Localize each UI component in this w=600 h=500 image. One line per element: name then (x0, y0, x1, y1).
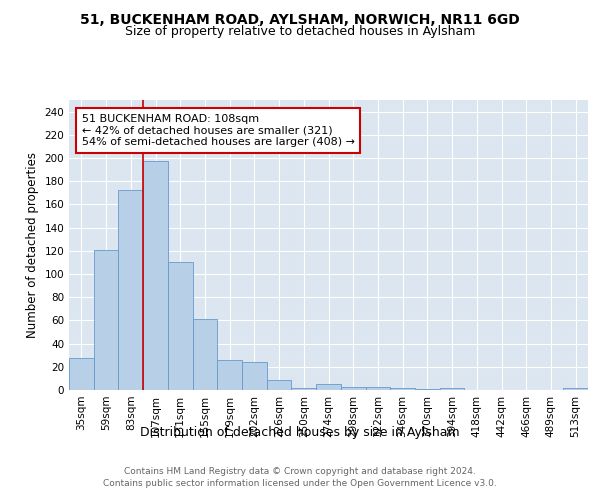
Bar (143, 162, 168, 390)
Bar (267, 380, 292, 390)
Bar (217, 360, 242, 390)
Bar (341, 386, 365, 390)
Bar (440, 388, 464, 390)
Bar (365, 386, 390, 390)
Text: Size of property relative to detached houses in Aylsham: Size of property relative to detached ho… (125, 25, 475, 38)
Bar (390, 388, 415, 390)
Text: 51, BUCKENHAM ROAD, AYLSHAM, NORWICH, NR11 6GD: 51, BUCKENHAM ROAD, AYLSHAM, NORWICH, NR… (80, 12, 520, 26)
Bar (292, 388, 316, 390)
Bar (168, 262, 193, 390)
Bar (563, 388, 588, 390)
Bar (69, 358, 94, 390)
Bar (118, 190, 143, 390)
Bar (316, 384, 341, 390)
Bar (242, 362, 267, 390)
Bar (415, 389, 440, 390)
Text: Contains HM Land Registry data © Crown copyright and database right 2024.
Contai: Contains HM Land Registry data © Crown c… (103, 466, 497, 487)
Y-axis label: Number of detached properties: Number of detached properties (26, 152, 39, 338)
Text: 51 BUCKENHAM ROAD: 108sqm
← 42% of detached houses are smaller (321)
54% of semi: 51 BUCKENHAM ROAD: 108sqm ← 42% of detac… (82, 114, 355, 147)
Bar (94, 250, 118, 390)
Bar (193, 319, 217, 390)
Text: Distribution of detached houses by size in Aylsham: Distribution of detached houses by size … (140, 426, 460, 439)
